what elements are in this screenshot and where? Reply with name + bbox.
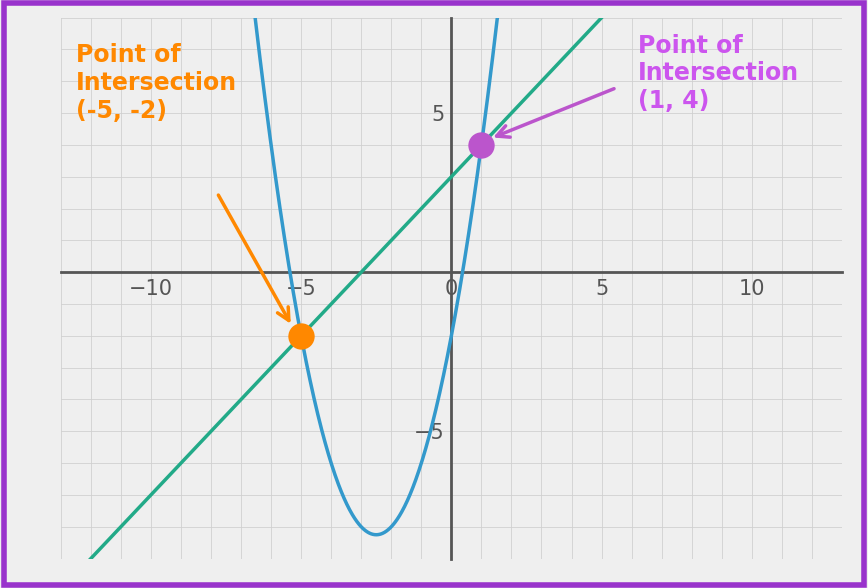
Point xyxy=(475,140,489,149)
Text: Point of
Intersection
(1, 4): Point of Intersection (1, 4) xyxy=(638,34,799,113)
Text: Point of
Intersection
(-5, -2): Point of Intersection (-5, -2) xyxy=(76,43,237,123)
Point xyxy=(294,331,308,340)
